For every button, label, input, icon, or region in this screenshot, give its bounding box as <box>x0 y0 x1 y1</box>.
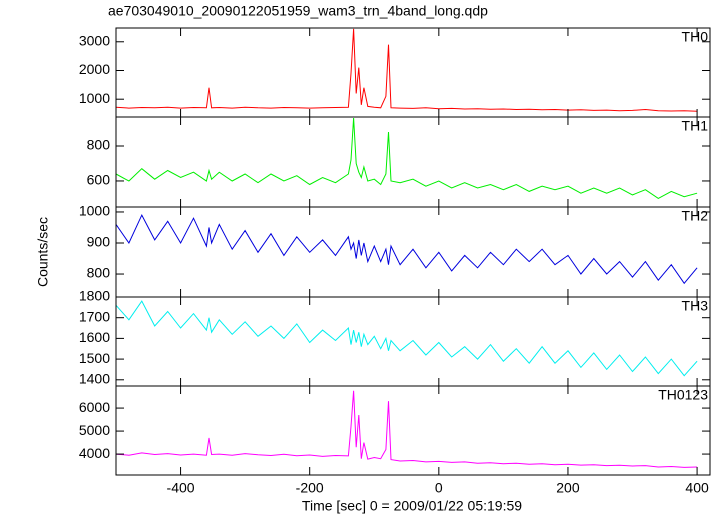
panel-label: TH0123 <box>658 387 708 403</box>
data-line <box>116 28 698 112</box>
data-line <box>116 213 698 285</box>
data-line <box>116 117 698 199</box>
y-tick-label: 4000 <box>79 445 110 461</box>
panel-frame <box>115 206 711 298</box>
chart-title: ae703049010_20090122051959_wam3_trn_4ban… <box>108 3 488 19</box>
x-tick-label: 200 <box>556 480 580 496</box>
panel-label: TH1 <box>682 118 709 134</box>
y-tick-label: 1700 <box>79 308 110 324</box>
panel-frame <box>115 296 711 387</box>
y-tick-label: 800 <box>87 137 111 153</box>
y-tick-label: 6000 <box>79 399 110 415</box>
y-tick-label: 800 <box>87 265 111 281</box>
panel-frame <box>115 27 711 118</box>
y-tick-label: 1500 <box>79 350 110 366</box>
y-tick-label: 900 <box>87 234 111 250</box>
panel-frame <box>115 116 711 208</box>
y-tick-label: 3000 <box>79 32 110 48</box>
y-tick-label: 600 <box>87 172 111 188</box>
data-line <box>116 390 698 468</box>
y-tick-label: 5000 <box>79 422 110 438</box>
data-line <box>116 300 698 377</box>
x-axis-label: Time [sec] 0 = 2009/01/22 05:19:59 <box>302 498 522 514</box>
y-tick-label: 1000 <box>79 203 110 219</box>
y-tick-label: 1400 <box>79 370 110 386</box>
y-tick-label: 1600 <box>79 329 110 345</box>
panel-label: TH2 <box>682 208 709 224</box>
y-axis-label: Counts/sec <box>35 217 51 287</box>
x-tick-label: 400 <box>685 480 709 496</box>
x-tick-label: 0 <box>435 480 443 496</box>
y-tick-label: 2000 <box>79 61 110 77</box>
panel-label: TH3 <box>682 298 709 314</box>
y-tick-label: 1800 <box>79 288 110 304</box>
y-tick-label: 1000 <box>79 90 110 106</box>
x-tick-label: -400 <box>167 480 195 496</box>
panel-frame <box>115 385 711 476</box>
panel-label: TH0 <box>682 29 709 45</box>
x-tick-label: -200 <box>296 480 324 496</box>
